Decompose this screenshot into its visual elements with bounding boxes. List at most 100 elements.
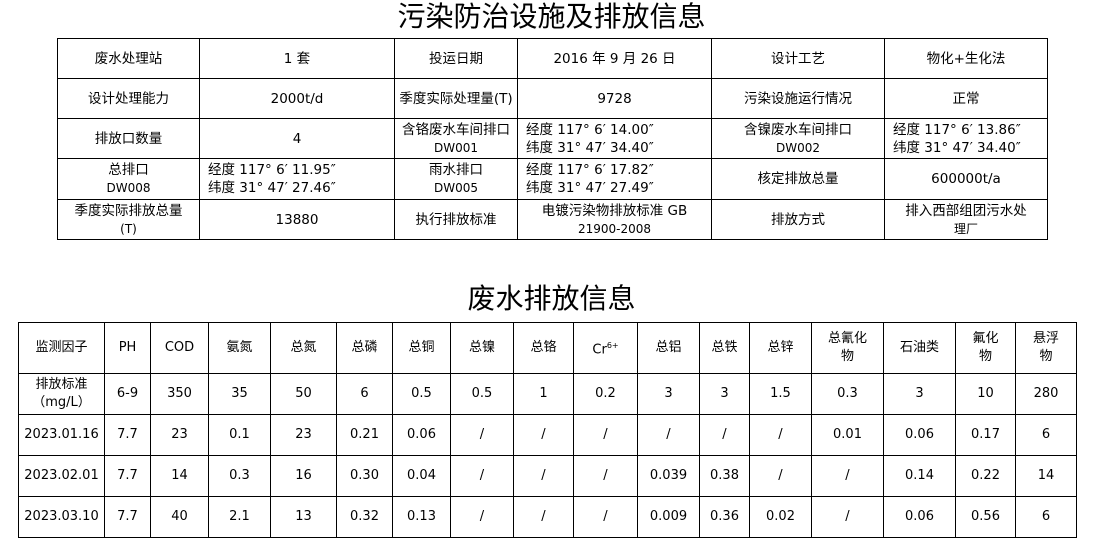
measured-value: 0.56 xyxy=(955,496,1016,538)
standard-value: 0.3 xyxy=(811,373,884,415)
cell-text: 投运日期 xyxy=(429,50,483,67)
measured-value: 0.14 xyxy=(883,455,956,497)
standard-value: 280 xyxy=(1015,373,1077,415)
cell-text: 4 xyxy=(292,130,302,147)
table-row: 2023.03.10 7.7 40 2.1 13 0.32 0.13///0.009 0.36… xyxy=(18,496,1077,538)
measured-value: / xyxy=(637,414,700,456)
sample-date: 2023.01.16 xyxy=(18,414,105,456)
measured-value: 0.06 xyxy=(883,496,956,538)
header-text: 总氰化 xyxy=(827,331,867,346)
cell-subtext: (T) xyxy=(120,221,137,236)
measured-value: 0.02 xyxy=(749,496,812,538)
cell-subtext: DW001 xyxy=(433,140,478,155)
facility-cell: 污染设施运行情况 xyxy=(711,78,885,119)
cell-subtext: DW005 xyxy=(433,181,478,195)
measured-value: 0.1 xyxy=(208,414,271,456)
header-text: 总锌 xyxy=(767,340,794,355)
cell-text: 污染设施运行情况 xyxy=(744,90,852,107)
facility-cell: 1 套 xyxy=(199,38,395,79)
standard-value: 50 xyxy=(270,373,337,415)
facility-cell: 经度 117° 6′ 14.00″ 纬度 31° 47′ 34.40″ xyxy=(517,118,712,159)
cell-text: 13880 xyxy=(275,211,319,228)
header-text: 氨氮 xyxy=(226,340,253,355)
column-header: 总氮 xyxy=(270,322,337,374)
standard-value: 3 xyxy=(699,373,750,415)
facility-cell: 13880 xyxy=(199,199,395,240)
facility-cell: 季度实际排放总量 (T) xyxy=(57,199,200,240)
cell-subtext: 理厂 xyxy=(953,221,978,236)
facility-cell: 核定排放总量 xyxy=(711,158,885,200)
measured-value: / xyxy=(811,496,884,538)
facility-row: 废水处理站 1 套 投运日期 2016 年 9 月 26 日 设计工艺 物化+生化法 xyxy=(57,38,1048,79)
facility-cell: 执行排放标准 xyxy=(394,199,518,240)
cell-text: 2000t/d xyxy=(270,90,324,107)
header-text: 监测因子 xyxy=(35,340,88,355)
cell-text: 含镍废水车间排口 xyxy=(744,121,852,138)
cell-text: 设计工艺 xyxy=(771,50,825,67)
header-text: 总铜 xyxy=(408,340,435,355)
cell-text: 9728 xyxy=(597,90,632,107)
measured-value: 0.17 xyxy=(955,414,1016,456)
column-header: 石油类 xyxy=(883,322,956,374)
cell-text: 1 套 xyxy=(283,50,311,67)
measured-value: 6 xyxy=(1015,414,1077,456)
sample-date: 2023.03.10 xyxy=(18,496,105,538)
measured-value: 14 xyxy=(150,455,209,497)
measured-value: / xyxy=(811,455,884,497)
column-header: COD xyxy=(150,322,209,374)
facility-cell: 排放方式 xyxy=(711,199,885,240)
facility-row: 设计处理能力 2000t/d 季度实际处理量(T) 9728 污染设施运行情况 正常 xyxy=(57,78,1048,119)
facility-row: 总排口 DW008 经度 117° 6′ 11.95″ 纬度 31° 47′ 27.4… xyxy=(57,158,1048,200)
measured-value: 0.13 xyxy=(392,496,451,538)
cell-subtext: 纬度 31° 47′ 27.46″ xyxy=(208,180,336,196)
facility-cell: 正常 xyxy=(884,78,1048,119)
facility-cell: 600000t/a xyxy=(884,158,1048,200)
column-header: 总铁 xyxy=(699,322,750,374)
facility-cell: 电镀污染物排放标准 GB 21900-2008 xyxy=(517,199,712,240)
measured-value: 0.04 xyxy=(392,455,451,497)
measured-value: 0.06 xyxy=(392,414,451,456)
measured-value: / xyxy=(450,414,514,456)
column-header: 总铬 xyxy=(513,322,574,374)
measured-value: 0.06 xyxy=(883,414,956,456)
header-text: 石油类 xyxy=(899,340,939,355)
standard-value: 1 xyxy=(513,373,574,415)
cell-text: 季度实际处理量(T) xyxy=(399,90,513,107)
facility-cell: 9728 xyxy=(517,78,712,119)
cell-text: 600000t/a xyxy=(931,171,1001,187)
cell-text: 执行排放标准 xyxy=(415,211,497,228)
column-header: 悬浮物 xyxy=(1015,322,1077,374)
standard-value: 35 xyxy=(208,373,271,415)
measured-value: 0.009 xyxy=(637,496,700,538)
facility-cell: 季度实际处理量(T) xyxy=(394,78,518,119)
header-text: 总镍 xyxy=(468,340,495,355)
header-text: 物 xyxy=(840,349,854,364)
header-text: 总铝 xyxy=(655,340,682,355)
measured-value: 40 xyxy=(150,496,209,538)
measured-value: 7.7 xyxy=(104,414,151,456)
facility-table: 废水处理站 1 套 投运日期 2016 年 9 月 26 日 设计工艺 物化+生化法 设计处… xyxy=(57,38,1048,240)
facility-cell: 含铬废水车间排口 DW001 xyxy=(394,118,518,159)
facility-cell: 经度 117° 6′ 13.86″ 纬度 31° 47′ 34.40″ xyxy=(884,118,1048,159)
cell-text: 废水处理站 xyxy=(94,50,163,67)
cell-subtext: 纬度 31° 47′ 27.49″ xyxy=(526,180,654,196)
column-header: Cr6+ xyxy=(573,322,638,374)
emission-table: 监测因子 PH COD 氨氮 总氮 总磷 总铜 总镍 总铬 Cr6+ 总铝 总铁 总锌 总氰化物石油类 氟化… xyxy=(18,322,1077,538)
measured-value: / xyxy=(513,496,574,538)
column-header: 总磷 xyxy=(336,322,393,374)
column-header: 总铜 xyxy=(392,322,451,374)
cell-text: 2016 年 9 月 26 日 xyxy=(553,50,676,67)
cell-text: 含铬废水车间排口 xyxy=(402,121,510,138)
standard-value: 6-9 xyxy=(104,373,151,415)
facility-cell: 4 xyxy=(199,118,395,159)
facility-cell: 2000t/d xyxy=(199,78,395,119)
standard-value: 10 xyxy=(955,373,1016,415)
standard-value: 6 xyxy=(336,373,393,415)
measured-value: 23 xyxy=(150,414,209,456)
measured-value: 23 xyxy=(270,414,337,456)
label-text: 排放标准 xyxy=(35,377,88,392)
column-header: 氨氮 xyxy=(208,322,271,374)
cell-subtext: DW002 xyxy=(775,140,820,155)
measured-value: / xyxy=(749,414,812,456)
facility-cell: 排放口数量 xyxy=(57,118,200,159)
